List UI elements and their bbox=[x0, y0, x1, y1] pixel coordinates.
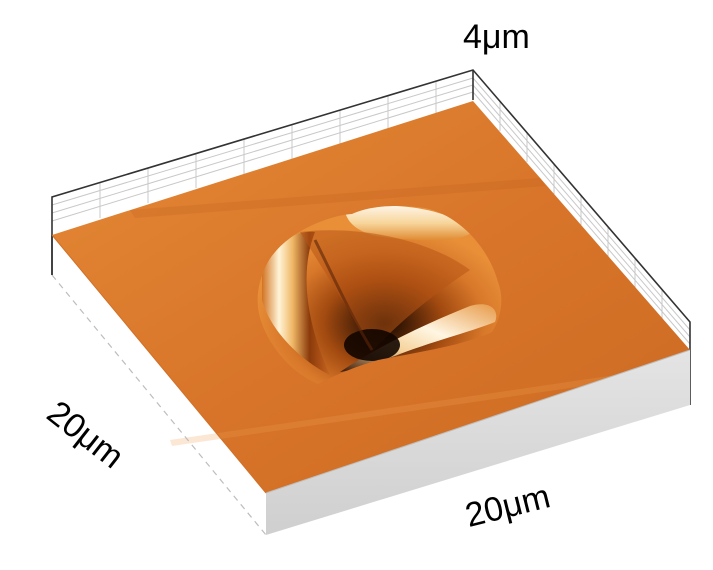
back-frame bbox=[51, 69, 691, 405]
z-axis-label: 4μm bbox=[463, 18, 530, 56]
indentation-pit bbox=[257, 206, 502, 384]
left-wall-grid bbox=[51, 77, 474, 222]
right-wall-grid bbox=[472, 77, 691, 345]
scan-bands bbox=[130, 178, 652, 446]
frame-outline bbox=[51, 69, 691, 405]
left-dashed-edge bbox=[51, 274, 267, 536]
sample-right-side bbox=[266, 350, 690, 535]
